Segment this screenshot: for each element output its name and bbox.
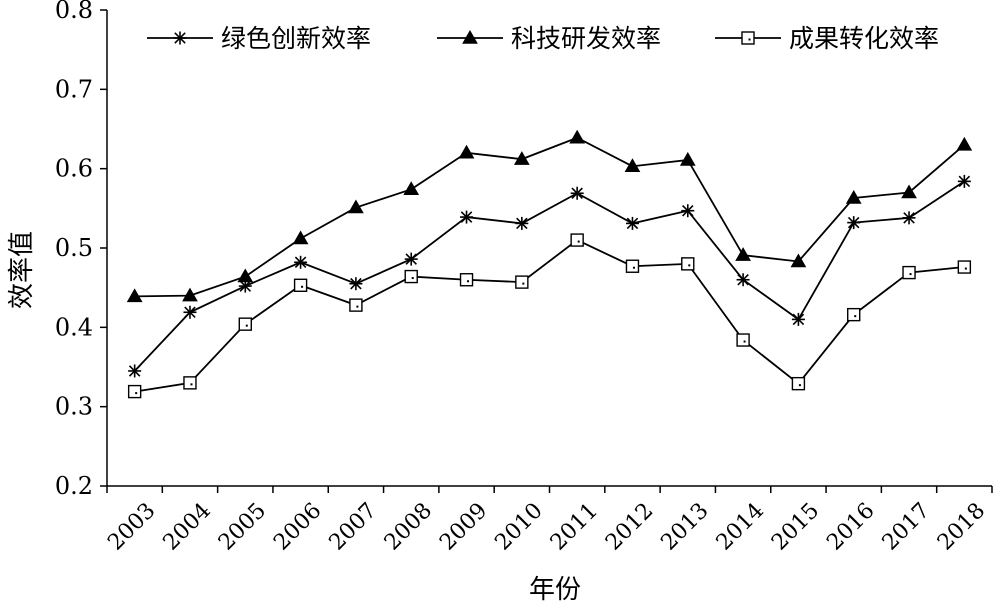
data-point <box>126 288 143 303</box>
data-point <box>349 277 363 291</box>
data-point <box>348 199 364 214</box>
data-point <box>128 364 142 378</box>
x-tick-label: 2006 <box>269 498 326 555</box>
plot-series <box>126 129 973 399</box>
series-2 <box>126 129 973 303</box>
data-point <box>735 247 751 261</box>
data-point <box>681 204 695 218</box>
data-point <box>957 174 971 188</box>
data-point <box>845 190 862 204</box>
data-point <box>293 278 308 292</box>
x-tick-label: 2011 <box>546 498 603 555</box>
series-line <box>134 136 965 298</box>
data-point <box>237 268 254 283</box>
legend-item-2: 科技研发效率 <box>437 24 661 53</box>
data-point <box>294 255 308 269</box>
data-point <box>404 269 418 284</box>
x-axis-title: 年份 <box>529 575 581 605</box>
data-point <box>679 151 696 166</box>
data-point <box>624 158 641 173</box>
x-tick-label: 2018 <box>933 498 990 555</box>
data-point <box>790 253 807 268</box>
y-tick-label: 0.4 <box>55 313 93 341</box>
legend-marker <box>741 31 755 45</box>
x-tick-label: 2012 <box>601 498 658 555</box>
data-point <box>404 252 418 266</box>
x-tick-label: 2017 <box>878 498 935 555</box>
y-axis: 0.2 0.3 0.4 0.5 0.6 0.7 0.8 <box>55 0 108 500</box>
data-point <box>791 376 806 391</box>
legend-label: 绿色创新效率 <box>221 24 371 53</box>
x-tick-label: 2013 <box>656 498 713 555</box>
series-line <box>134 239 965 393</box>
data-point <box>791 312 805 326</box>
data-point <box>292 230 309 245</box>
data-point <box>403 181 420 196</box>
data-point <box>847 216 861 230</box>
data-point <box>459 273 474 287</box>
legend-item-1: 绿色创新效率 <box>147 24 371 53</box>
data-point <box>902 211 916 225</box>
legend-marker <box>173 31 187 45</box>
data-point <box>182 287 198 302</box>
x-tick-label: 2008 <box>380 498 437 555</box>
legend-label: 科技研发效率 <box>511 24 661 53</box>
x-tick-label: 2016 <box>822 498 879 555</box>
data-point <box>957 260 972 274</box>
data-point <box>349 298 363 312</box>
data-point <box>515 216 529 230</box>
x-tick-label: 2014 <box>712 498 769 555</box>
y-tick-label: 0.3 <box>55 393 93 421</box>
y-tick-label: 0.6 <box>55 155 93 183</box>
y-tick-label: 0.7 <box>55 75 93 103</box>
y-tick-label: 0.8 <box>55 0 93 24</box>
data-point <box>736 273 750 287</box>
data-point <box>513 151 530 165</box>
series-line <box>134 180 965 372</box>
data-point <box>515 275 529 289</box>
y-axis-title: 效率值 <box>7 231 37 309</box>
data-point <box>458 144 475 159</box>
series-1 <box>128 174 971 378</box>
data-point <box>238 279 252 293</box>
x-tick-label: 2003 <box>103 498 160 555</box>
data-point <box>681 257 695 271</box>
data-point <box>901 184 917 199</box>
data-point <box>569 129 586 144</box>
legend: 绿色创新效率 科技研发效率 成果转化效率 <box>147 24 939 53</box>
data-point <box>625 216 639 230</box>
x-tick-label: 2015 <box>767 498 824 555</box>
data-point <box>736 333 750 347</box>
data-point <box>183 376 197 390</box>
y-tick-label: 0.5 <box>55 234 93 262</box>
data-point <box>238 317 252 331</box>
data-point <box>183 305 197 319</box>
series-3 <box>127 233 972 399</box>
data-point <box>127 384 142 399</box>
x-tick-label: 2009 <box>435 498 492 555</box>
data-point <box>956 136 973 151</box>
x-tick-label: 2005 <box>214 498 271 555</box>
legend-marker <box>462 29 478 44</box>
data-point <box>570 233 584 247</box>
x-tick-label: 2007 <box>325 498 382 555</box>
x-tick-label: 2010 <box>490 498 547 555</box>
legend-label: 成果转化效率 <box>789 24 939 53</box>
y-tick-label: 0.2 <box>55 472 93 500</box>
data-point <box>625 259 640 273</box>
legend-item-3: 成果转化效率 <box>715 24 939 53</box>
x-tick-label: 2004 <box>159 498 216 555</box>
x-axis: 2003200420052006200720082009201020112012… <box>103 485 993 556</box>
data-point <box>570 186 584 200</box>
data-point <box>847 307 861 322</box>
data-point <box>460 210 474 224</box>
data-point <box>902 265 916 280</box>
